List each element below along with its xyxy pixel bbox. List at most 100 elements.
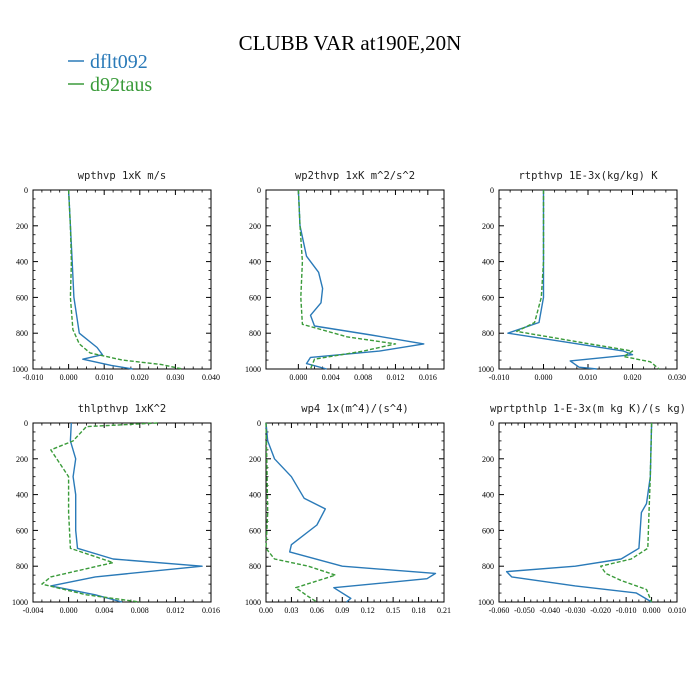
y-tick-label: 1000 xyxy=(12,598,28,607)
x-tick-label: 0.18 xyxy=(412,606,426,615)
x-tick-label: 0.06 xyxy=(310,606,324,615)
y-tick-label: 600 xyxy=(249,293,261,302)
x-tick-label: 0.03 xyxy=(284,606,298,615)
y-tick-label: 800 xyxy=(16,329,28,338)
x-tick-label: 0.004 xyxy=(95,606,113,615)
x-tick-label: 0.004 xyxy=(322,373,340,382)
y-tick-label: 200 xyxy=(249,455,261,464)
x-tick-label: 0.000 xyxy=(60,373,78,382)
y-tick-label: 0 xyxy=(490,419,494,428)
legend: dflt092 d92taus xyxy=(68,51,152,96)
y-tick-label: 800 xyxy=(482,562,494,571)
x-tick-label: 0.09 xyxy=(335,606,349,615)
series-line-dflt092 xyxy=(67,189,133,370)
x-tick-label: 0.030 xyxy=(668,373,686,382)
y-tick-label: 800 xyxy=(249,329,261,338)
series-line-dflt092 xyxy=(507,190,634,370)
x-tick-label: -0.020 xyxy=(590,606,611,615)
y-tick-label: 400 xyxy=(16,258,28,267)
series-line-dflt092 xyxy=(50,422,203,603)
y-tick-label: 400 xyxy=(249,258,261,267)
x-tick-label: -0.040 xyxy=(540,606,561,615)
plot-frame xyxy=(32,189,212,370)
series-line-d92taus xyxy=(265,422,337,603)
y-tick-label: 400 xyxy=(482,258,494,267)
x-tick-label: 0.000 xyxy=(643,606,661,615)
x-tick-label: 0.016 xyxy=(202,606,220,615)
y-tick-label: 0 xyxy=(490,186,494,195)
x-tick-label: 0.020 xyxy=(624,373,642,382)
x-tick-label: -0.004 xyxy=(23,606,44,615)
x-tick-label: -0.010 xyxy=(23,373,44,382)
x-tick-label: -0.060 xyxy=(489,606,510,615)
y-tick-label: 600 xyxy=(16,293,28,302)
x-tick-label: 0.000 xyxy=(289,373,307,382)
legend-label-d92taus: d92taus xyxy=(90,74,152,96)
y-tick-label: 600 xyxy=(16,526,28,535)
series-line-dflt092 xyxy=(505,422,653,603)
y-tick-label: 400 xyxy=(16,491,28,500)
series-line-d92taus xyxy=(297,189,397,370)
y-tick-label: 1000 xyxy=(12,365,28,374)
y-tick-label: 200 xyxy=(16,455,28,464)
y-tick-label: 400 xyxy=(249,491,261,500)
y-tick-label: 200 xyxy=(482,222,494,231)
x-tick-label: 0.016 xyxy=(419,373,437,382)
series-line-d92taus xyxy=(41,422,158,603)
x-tick-label: 0.000 xyxy=(535,373,553,382)
x-tick-label: 0.010 xyxy=(95,373,113,382)
panel-5: wp4 1x(m^4)/(s^4) 0.00 0.03 0.06 0.09 0.12 0.1… xyxy=(245,403,451,615)
panel-title: thlpthvp 1xK^2 xyxy=(78,403,167,415)
x-tick-label: 0.12 xyxy=(361,606,375,615)
x-tick-label: -0.010 xyxy=(489,373,510,382)
y-tick-label: 600 xyxy=(482,526,494,535)
panel-title: wpthvp 1xK m/s xyxy=(78,170,167,182)
series-line-d92taus xyxy=(516,190,660,370)
y-tick-label: 600 xyxy=(482,293,494,302)
x-tick-label: 0.012 xyxy=(166,606,184,615)
x-tick-label: -0.050 xyxy=(514,606,535,615)
series-line-dflt092 xyxy=(265,422,437,603)
plot-frame xyxy=(498,189,678,370)
y-tick-label: 1000 xyxy=(478,598,494,607)
x-tick-label: 0.010 xyxy=(579,373,597,382)
panel-title: rtpthvp 1E-3x(kg/kg) K xyxy=(518,170,658,182)
legend-label-dflt092: dflt092 xyxy=(90,51,148,73)
x-tick-label: -0.030 xyxy=(565,606,586,615)
y-tick-label: 1000 xyxy=(245,598,261,607)
y-tick-label: 200 xyxy=(16,222,28,231)
series-line-d92taus xyxy=(67,189,183,370)
y-tick-label: 0 xyxy=(24,419,28,428)
panel-1: wpthvp 1xK m/s -0.010 0.000 0.010 0.020 0.030… xyxy=(12,170,220,382)
y-tick-label: 600 xyxy=(249,526,261,535)
x-tick-label: 0.020 xyxy=(131,373,149,382)
y-tick-label: 0 xyxy=(24,186,28,195)
y-tick-label: 0 xyxy=(257,419,261,428)
series-line-d92taus xyxy=(600,422,653,603)
y-tick-label: 0 xyxy=(257,186,261,195)
x-tick-label: -0.010 xyxy=(616,606,637,615)
y-tick-label: 400 xyxy=(482,491,494,500)
y-tick-label: 800 xyxy=(249,562,261,571)
panels: wpthvp 1xK m/s-0.010 0.000 0.010 0.020 0.030… xyxy=(12,170,686,615)
panel-6: wprtpthlp 1-E-3x(m kg K)/(s kg) -0.060 -0.… xyxy=(478,403,686,615)
x-tick-label: 0.008 xyxy=(354,373,372,382)
x-tick-label: 0.15 xyxy=(386,606,400,615)
y-tick-label: 1000 xyxy=(245,365,261,374)
panel-4: thlpthvp 1xK^2 -0.004 0.000 0.004 0.008 0.012… xyxy=(12,403,220,615)
panel-title: wprtpthlp 1-E-3x(m kg K)/(s kg) xyxy=(490,403,686,415)
panel-title: wp4 1x(m^4)/(s^4) xyxy=(301,403,408,415)
plot-frame xyxy=(265,422,445,603)
x-tick-label: 0.040 xyxy=(202,373,220,382)
y-tick-label: 200 xyxy=(249,222,261,231)
figure-title: CLUBB VAR at190E,20N xyxy=(239,31,462,55)
x-tick-label: 0.010 xyxy=(668,606,686,615)
panel-3: rtpthvp 1E-3x(kg/kg) K -0.010 0.000 0.010 0.… xyxy=(478,170,686,382)
x-tick-label: 0.21 xyxy=(437,606,451,615)
x-tick-label: 0.012 xyxy=(386,373,404,382)
series-line-dflt092 xyxy=(297,189,425,370)
x-tick-label: 0.030 xyxy=(166,373,184,382)
x-tick-label: 0.008 xyxy=(131,606,149,615)
y-tick-label: 1000 xyxy=(478,365,494,374)
